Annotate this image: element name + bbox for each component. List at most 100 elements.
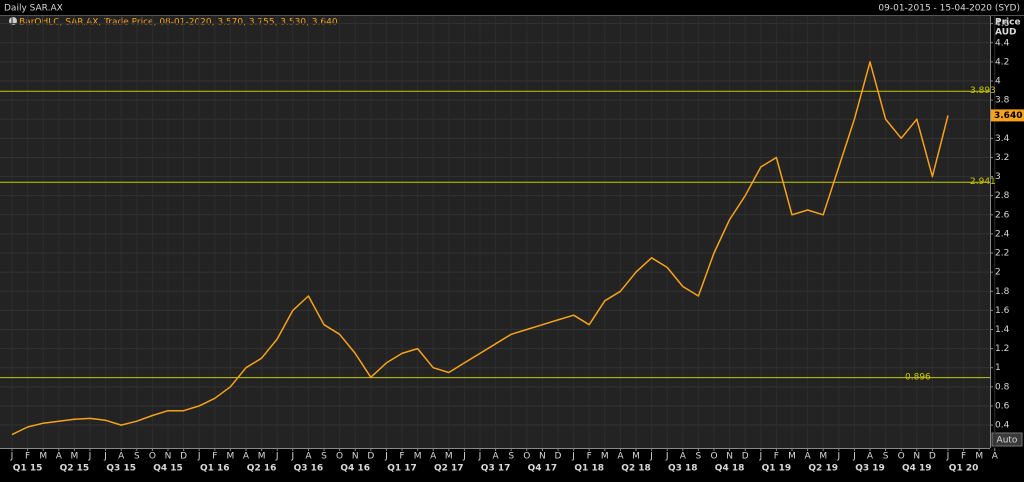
y-tick-label: 4.2: [995, 57, 1009, 67]
x-tick-label: S: [883, 452, 889, 462]
x-tick-label: D: [180, 452, 187, 462]
x-tick-label: M: [601, 452, 609, 462]
x-tick-label: O: [710, 452, 717, 462]
x-tick-label: A: [493, 452, 500, 462]
x-tick-label: O: [898, 452, 905, 462]
x-tick-label: F: [961, 452, 966, 462]
x-tick-label: A: [430, 452, 437, 462]
reference-label: 0.896: [905, 373, 931, 383]
x-tick-label: J: [852, 452, 856, 462]
reference-label: 3.893: [970, 86, 996, 96]
y-tick-label: 1.8: [995, 287, 1010, 297]
x-tick-label: A: [305, 452, 312, 462]
x-tick-label: M: [975, 452, 983, 462]
y-tick-label: 1: [995, 363, 1001, 373]
x-tick-label: A: [805, 452, 812, 462]
legend-icon: [9, 17, 17, 25]
date-range: 09-01-2015 - 15-04-2020 (SYD): [878, 4, 1020, 14]
quarter-label: Q4 15: [153, 464, 183, 474]
x-tick-label: J: [571, 452, 575, 462]
quarter-label: Q1 18: [574, 464, 604, 474]
x-tick-label: J: [836, 452, 840, 462]
x-tick-label: J: [290, 452, 294, 462]
y-tick-label: 2.2: [995, 249, 1009, 259]
quarter-label: Q3 17: [481, 464, 511, 474]
y-tick-label: 2.8: [995, 191, 1010, 201]
quarter-label: Q2 17: [434, 464, 464, 474]
y-tick-label: 3.4: [995, 134, 1010, 144]
x-tick-label: S: [321, 452, 327, 462]
y-tick-label: 4: [995, 76, 1001, 86]
x-tick-label: J: [275, 452, 279, 462]
y-tick-label: 3: [995, 172, 1001, 182]
quarter-label: Q4 18: [715, 464, 745, 474]
quarter-label: Q3 18: [668, 464, 698, 474]
x-tick-label: N: [539, 452, 546, 462]
y-tick-label: 2.4: [995, 229, 1010, 239]
x-tick-label: J: [946, 452, 950, 462]
x-tick-label: F: [212, 452, 217, 462]
x-tick-label: J: [758, 452, 762, 462]
x-tick-label: D: [742, 452, 749, 462]
auto-button[interactable]: [991, 432, 1023, 447]
x-tick-label: A: [118, 452, 125, 462]
x-tick-label: M: [39, 452, 47, 462]
x-tick-label: J: [103, 452, 107, 462]
y-tick-label: 0.8: [995, 382, 1010, 392]
x-tick-label: J: [10, 452, 14, 462]
y-tick-label: 0.4: [995, 421, 1010, 431]
y-axis-label: Price: [995, 18, 1021, 28]
x-tick-label: M: [258, 452, 266, 462]
y-tick-label: 4.6: [995, 19, 1010, 29]
x-tick-label: J: [197, 452, 201, 462]
quarter-label: Q3 15: [106, 464, 136, 474]
x-tick-label: N: [726, 452, 733, 462]
y-axis-unit: AUD: [995, 28, 1016, 38]
x-tick-label: M: [71, 452, 79, 462]
y-tick-label: 1.2: [995, 344, 1009, 354]
x-tick-label: A: [243, 452, 250, 462]
x-tick-label: M: [414, 452, 422, 462]
x-tick-label: A: [867, 452, 874, 462]
y-tick-label: 0.6: [995, 401, 1010, 411]
reference-label: 2.941: [970, 177, 996, 187]
y-tick-label: 4.4: [995, 38, 1010, 48]
x-tick-label: A: [56, 452, 63, 462]
x-tick-label: M: [788, 452, 796, 462]
quarter-label: Q1 15: [13, 464, 43, 474]
x-tick-label: D: [367, 452, 374, 462]
y-tick-label: 1.4: [995, 325, 1010, 335]
x-tick-label: S: [696, 452, 702, 462]
x-tick-label: S: [508, 452, 514, 462]
legend-text: BarOHLC, SAR.AX, Trade Price, 08-01-2020…: [19, 18, 338, 28]
x-tick-label: J: [665, 452, 669, 462]
quarter-label: Q2 15: [60, 464, 90, 474]
x-tick-label: D: [929, 452, 936, 462]
quarter-label: Q4 17: [528, 464, 558, 474]
quarter-label: Q2 16: [247, 464, 277, 474]
quarter-label: Q4 19: [902, 464, 932, 474]
x-tick-label: S: [134, 452, 140, 462]
x-tick-label: F: [25, 452, 30, 462]
x-tick-label: J: [462, 452, 466, 462]
quarter-label: Q1 16: [200, 464, 230, 474]
y-tick-label: 3.8: [995, 96, 1010, 106]
quarter-label: Q4 16: [340, 464, 370, 474]
x-tick-label: J: [384, 452, 388, 462]
x-tick-label: A: [617, 452, 624, 462]
x-tick-label: A: [680, 452, 687, 462]
chart-title: Daily SAR.AX: [4, 4, 63, 14]
y-tick-label: 1.6: [995, 306, 1010, 316]
x-tick-label: J: [88, 452, 92, 462]
x-tick-label: M: [819, 452, 827, 462]
x-tick-label: O: [149, 452, 156, 462]
quarter-label: Q1 20: [949, 464, 979, 474]
x-tick-label: O: [336, 452, 343, 462]
auto-button-label[interactable]: Auto: [997, 436, 1018, 446]
x-tick-label: N: [165, 452, 172, 462]
quarter-label: Q1 19: [762, 464, 792, 474]
quarter-label: Q2 18: [621, 464, 651, 474]
x-tick-label: A: [992, 452, 999, 462]
x-tick-label: O: [523, 452, 530, 462]
